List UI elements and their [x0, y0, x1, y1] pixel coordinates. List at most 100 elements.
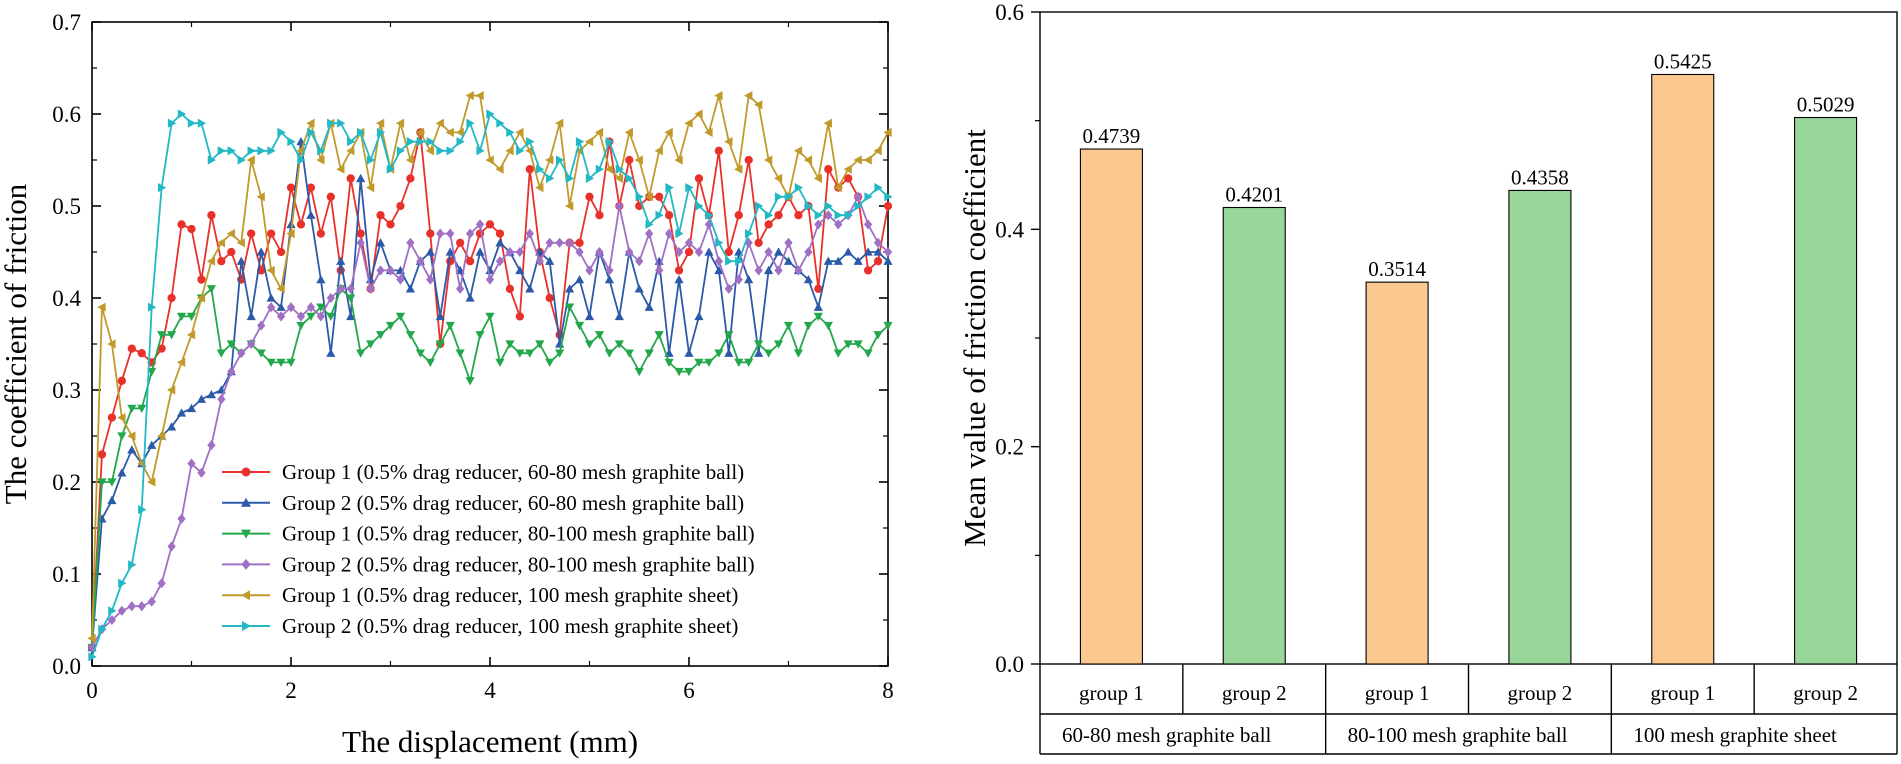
data-point — [644, 192, 653, 202]
data-point — [594, 331, 605, 340]
data-point — [187, 118, 197, 128]
data-point — [644, 302, 654, 311]
series-6 — [88, 109, 893, 662]
legend-marker — [241, 590, 250, 601]
bar — [1651, 73, 1715, 665]
data-point — [107, 339, 116, 349]
legend: Group 1 (0.5% drag reducer, 60-80 mesh g… — [222, 460, 755, 638]
data-point — [684, 247, 694, 257]
data-point — [754, 265, 763, 276]
data-point — [147, 596, 156, 607]
x-tick-label: 0 — [86, 678, 98, 703]
data-point — [823, 118, 832, 128]
data-point — [247, 146, 256, 156]
data-point — [465, 293, 475, 302]
data-point — [823, 321, 833, 331]
data-point — [536, 164, 545, 174]
data-point — [574, 275, 585, 284]
data-point — [127, 431, 136, 441]
data-point — [724, 331, 734, 340]
bar-chart-panel: 0.0 0.2 0.4 0.6 Mean value of friction coeff… — [957, 0, 1898, 755]
data-point — [844, 174, 853, 183]
data-point — [327, 118, 336, 128]
data-point — [276, 284, 285, 294]
data-point — [624, 349, 634, 358]
data-point — [475, 331, 485, 340]
data-point — [456, 238, 465, 247]
data-point — [803, 155, 813, 165]
data-point — [664, 211, 674, 220]
data-point — [347, 137, 356, 147]
x-tick-label: 8 — [882, 678, 894, 703]
legend-marker — [241, 529, 251, 539]
data-point — [843, 164, 852, 174]
data-point — [216, 238, 226, 248]
data-point — [186, 403, 197, 413]
data-point — [773, 340, 784, 349]
data-point — [127, 601, 136, 612]
data-point — [176, 408, 187, 417]
data-point — [177, 220, 186, 229]
data-point — [515, 246, 524, 258]
data-point — [395, 312, 406, 321]
data-point — [754, 100, 763, 110]
data-point — [545, 293, 554, 303]
data-point — [764, 210, 774, 220]
data-point — [316, 275, 326, 284]
data-point — [575, 137, 585, 147]
data-point — [286, 229, 295, 239]
x-axis-title: The displacement (mm) — [342, 724, 638, 759]
data-point — [565, 284, 575, 293]
data-point — [843, 340, 853, 349]
group-label: group 2 — [1793, 681, 1858, 705]
data-point — [306, 183, 316, 192]
bar-value-label: 0.4358 — [1511, 165, 1569, 189]
data-point — [436, 146, 445, 156]
data-point — [844, 210, 853, 220]
data-point — [734, 274, 743, 285]
data-point — [148, 302, 157, 312]
data-point — [655, 265, 664, 276]
data-point — [734, 358, 744, 367]
data-point — [385, 321, 396, 331]
data-point — [575, 246, 584, 258]
data-point — [236, 238, 245, 248]
legend-label: Group 2 (0.5% drag reducer, 80-100 mesh … — [282, 552, 755, 576]
data-point — [764, 265, 774, 275]
data-point — [535, 256, 544, 267]
data-point — [326, 292, 335, 304]
y-tick-label: 0.0 — [995, 652, 1024, 677]
data-point — [395, 118, 405, 128]
bar — [1365, 281, 1429, 665]
data-point — [724, 137, 733, 147]
data-point — [804, 246, 813, 258]
data-point — [734, 164, 743, 174]
data-point — [187, 224, 196, 234]
data-point — [764, 246, 773, 258]
data-point — [863, 219, 873, 230]
data-point — [685, 183, 694, 193]
data-point — [405, 155, 415, 165]
data-point — [147, 477, 156, 487]
data-point — [197, 275, 206, 284]
data-point — [884, 192, 893, 202]
data-point — [614, 340, 624, 349]
data-point — [625, 155, 634, 165]
data-point — [97, 302, 106, 312]
legend-item: Group 1 (0.5% drag reducer, 80-100 mesh … — [222, 522, 755, 546]
data-point — [366, 155, 376, 165]
data-point — [415, 349, 425, 358]
group-label: group 1 — [1365, 681, 1430, 705]
data-point — [476, 146, 485, 156]
data-point — [296, 321, 306, 331]
data-point — [864, 192, 873, 202]
data-point — [605, 265, 614, 276]
data-point — [485, 312, 495, 321]
legend-label: Group 2 (0.5% drag reducer, 100 mesh gra… — [282, 614, 738, 638]
data-point — [645, 228, 654, 239]
data-point — [664, 228, 674, 239]
data-point — [445, 321, 455, 331]
data-point — [604, 349, 614, 358]
data-point — [814, 219, 823, 230]
data-point — [266, 293, 276, 302]
